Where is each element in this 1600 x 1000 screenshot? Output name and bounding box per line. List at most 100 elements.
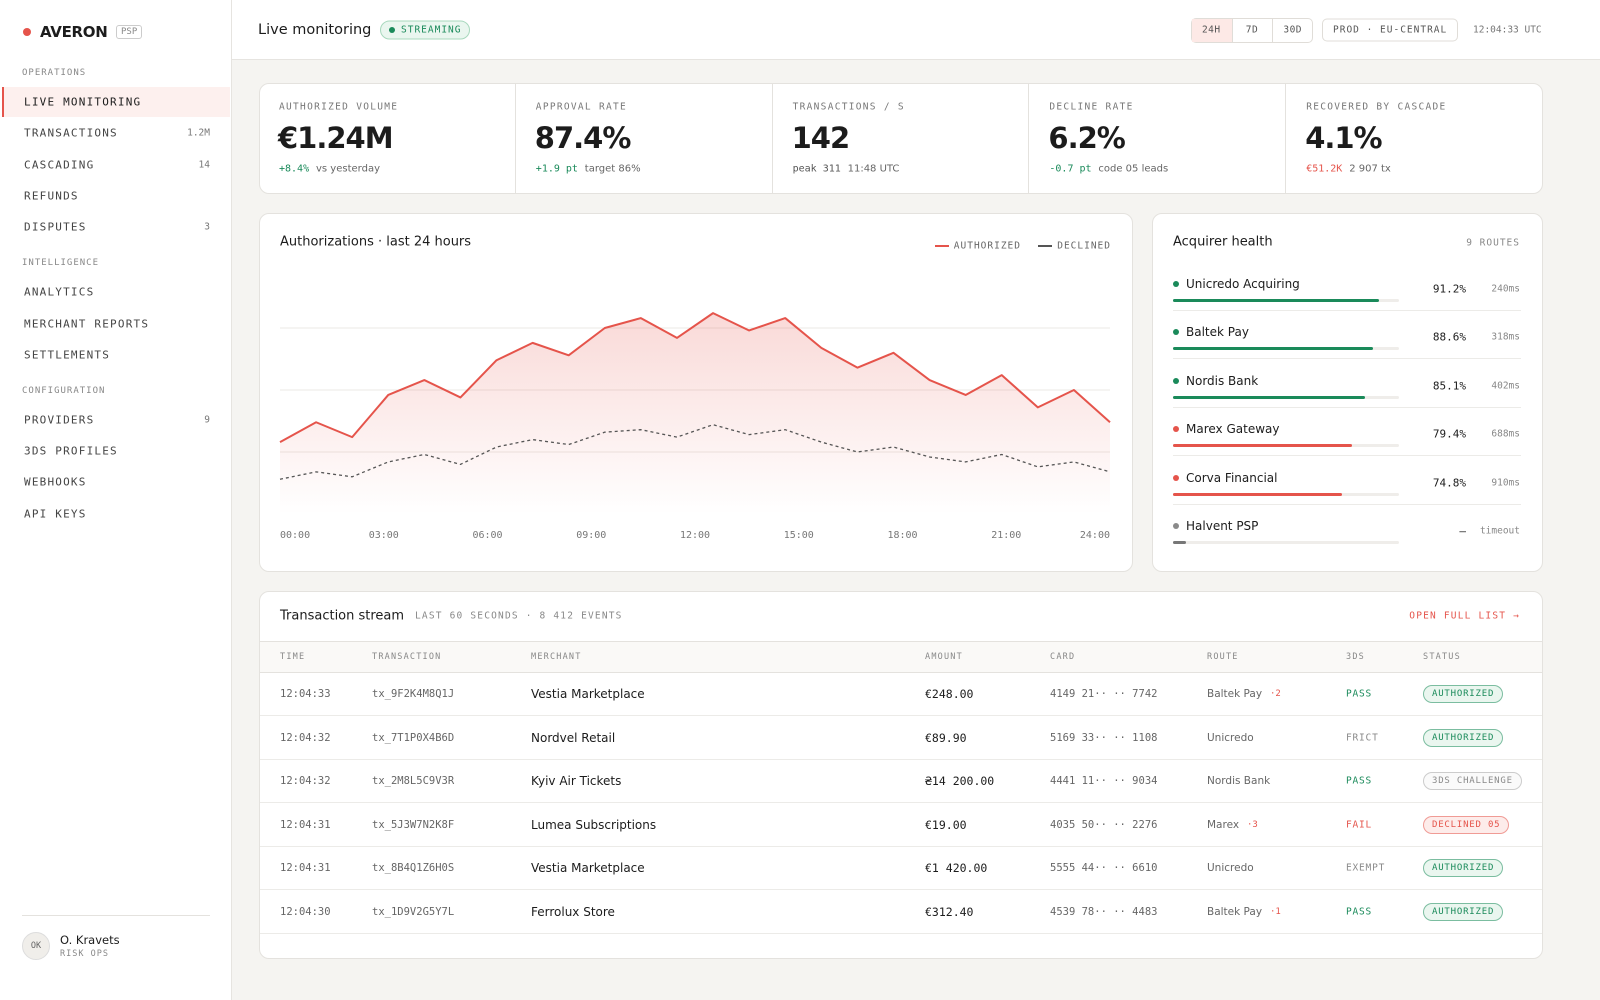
nav-item[interactable]: PROVIDERS bbox=[24, 413, 95, 427]
cell-3ds: PASS bbox=[1346, 775, 1373, 787]
cell-id: tx_2M8L5C9V3R bbox=[372, 775, 455, 787]
nav-item[interactable]: ANALYTICS bbox=[24, 285, 95, 299]
nav-count: 14 bbox=[198, 159, 210, 171]
x-tick-label: 03:00 bbox=[369, 530, 399, 541]
status-pill: AUTHORIZED bbox=[1423, 685, 1504, 703]
chart-title: Authorizations · last 24 hours bbox=[280, 234, 472, 250]
range-button[interactable]: 30D bbox=[1283, 24, 1303, 36]
cell-merchant: Nordvel Retail bbox=[531, 730, 616, 745]
row-divider bbox=[1173, 503, 1521, 505]
kpi-value: 87.4% bbox=[534, 121, 632, 155]
kpi-delta: -0.7 pt bbox=[1049, 163, 1092, 175]
cell-amount: €312.40 bbox=[925, 904, 974, 919]
nav-item[interactable]: LIVE MONITORING bbox=[24, 95, 142, 109]
status-dot bbox=[1173, 474, 1179, 481]
cell-merchant: Vestia Marketplace bbox=[531, 861, 645, 875]
column-header: AMOUNT bbox=[925, 652, 963, 662]
kpi-label: DECLINE RATE bbox=[1049, 101, 1134, 113]
kpi-note: code 05 leads bbox=[1098, 163, 1169, 175]
nav-item[interactable]: REFUNDS bbox=[24, 189, 79, 203]
route-name: Nordis Bank bbox=[1186, 373, 1259, 388]
kpi-value: 142 bbox=[791, 121, 851, 155]
series-line bbox=[279, 312, 1111, 443]
kpi-value: 6.2% bbox=[1048, 121, 1125, 155]
nav-item[interactable]: TRANSACTIONS bbox=[24, 126, 118, 140]
route-latency: 910ms bbox=[1491, 477, 1520, 489]
route-bar bbox=[1173, 395, 1366, 399]
nav-active bbox=[2, 87, 230, 117]
chart: 00:00 03:00 06:00 09:00 12:00 15:00 18:00 21:00… bbox=[279, 312, 1111, 541]
cell-id: tx_9F2K4M8Q1J bbox=[372, 688, 455, 700]
page-title: Live monitoring bbox=[258, 22, 372, 38]
kpi-delta: +8.4% bbox=[279, 163, 310, 175]
kpi-note: vs yesterday bbox=[316, 163, 380, 175]
status-dot bbox=[1173, 281, 1179, 287]
x-tick-label: 09:00 bbox=[576, 530, 606, 541]
cell-3ds: EXEMPT bbox=[1346, 862, 1386, 874]
open-list-link[interactable]: OPEN FULL LIST → bbox=[1409, 610, 1520, 622]
nav-item[interactable]: SETTLEMENTS bbox=[24, 348, 111, 362]
nav-count: 1.2M bbox=[187, 127, 210, 139]
range-button[interactable]: 7D bbox=[1245, 24, 1259, 36]
route-latency: 688ms bbox=[1491, 428, 1520, 440]
nav-section: CONFIGURATION bbox=[22, 385, 106, 396]
status-dot bbox=[1173, 426, 1179, 433]
range-button[interactable]: 24H bbox=[1201, 24, 1221, 36]
route-name: Corva Financial bbox=[1186, 470, 1278, 485]
nav-count: 9 bbox=[204, 414, 210, 426]
status-pill: AUTHORIZED bbox=[1423, 728, 1504, 747]
cell-3ds: PASS bbox=[1346, 906, 1373, 917]
cell-3ds: PASS bbox=[1346, 688, 1373, 700]
cell-amount: €1 420.00 bbox=[925, 861, 988, 875]
stream-badge: STREAMING bbox=[380, 20, 471, 40]
brand-dot bbox=[23, 28, 31, 36]
route-rate: 91.2% bbox=[1432, 282, 1466, 296]
cell-amount: ₴14 200.00 bbox=[925, 774, 995, 788]
nav-item[interactable]: WEBHOOKS bbox=[24, 475, 87, 489]
env-selector[interactable]: PROD · EU-CENTRAL bbox=[1322, 18, 1459, 42]
column-header: 3DS bbox=[1346, 652, 1365, 662]
cell-time: 12:04:31 bbox=[280, 862, 331, 874]
column-header: STATUS bbox=[1423, 652, 1461, 662]
route-name: Marex Gateway bbox=[1186, 422, 1280, 437]
kpi-divider bbox=[1028, 84, 1030, 193]
kpi-divider bbox=[771, 84, 773, 193]
stream-meta: LAST 60 SECONDS · 8 412 EVENTS bbox=[415, 610, 623, 622]
column-header: CARD bbox=[1050, 652, 1076, 662]
cell-time: 12:04:31 bbox=[280, 818, 331, 831]
route-bar-stub bbox=[1173, 541, 1186, 544]
x-tick-label: 18:00 bbox=[887, 530, 917, 541]
legend-swatch bbox=[935, 245, 949, 247]
route-latency: 402ms bbox=[1491, 380, 1520, 392]
nav-item[interactable]: API KEYS bbox=[24, 507, 87, 521]
cell-card: 4149 21·· ·· 7742 bbox=[1050, 688, 1158, 700]
cell-card: 5169 33·· ·· 1108 bbox=[1050, 731, 1158, 744]
kpi-delta: €51.2K bbox=[1306, 163, 1343, 175]
route-name: Halvent PSP bbox=[1186, 519, 1259, 533]
status-pill: AUTHORIZED bbox=[1423, 859, 1504, 877]
route-retry: ·2 bbox=[1270, 689, 1281, 699]
kpi-label: RECOVERED BY CASCADE bbox=[1306, 101, 1447, 113]
nav-item[interactable]: MERCHANT REPORTS bbox=[24, 317, 150, 330]
range-active bbox=[1192, 19, 1232, 42]
cell-3ds: FAIL bbox=[1346, 819, 1373, 830]
cell-route: Unicredo bbox=[1207, 731, 1254, 744]
nav-item[interactable]: 3DS PROFILES bbox=[24, 444, 118, 458]
range-sep bbox=[1231, 19, 1233, 42]
nav-item[interactable]: DISPUTES bbox=[24, 220, 87, 234]
range-group bbox=[1191, 18, 1313, 43]
kpi-note: 2 907 tx bbox=[1349, 163, 1391, 175]
cell-time: 12:04:32 bbox=[280, 775, 331, 787]
route-name: Baltek Pay bbox=[1186, 325, 1249, 340]
nav-item[interactable]: CASCADING bbox=[24, 158, 95, 172]
route-bar bbox=[1173, 299, 1380, 302]
series-line bbox=[279, 424, 1111, 480]
row-divider bbox=[260, 802, 1542, 803]
column-header: MERCHANT bbox=[531, 652, 582, 662]
x-tick-label: 00:00 bbox=[280, 530, 310, 541]
row-divider bbox=[1173, 455, 1521, 457]
clock: 12:04:33 UTC bbox=[1473, 24, 1542, 36]
route-rate: 88.6% bbox=[1432, 330, 1466, 344]
x-tick-label: 15:00 bbox=[784, 530, 814, 541]
route-rate: 74.8% bbox=[1432, 476, 1466, 490]
